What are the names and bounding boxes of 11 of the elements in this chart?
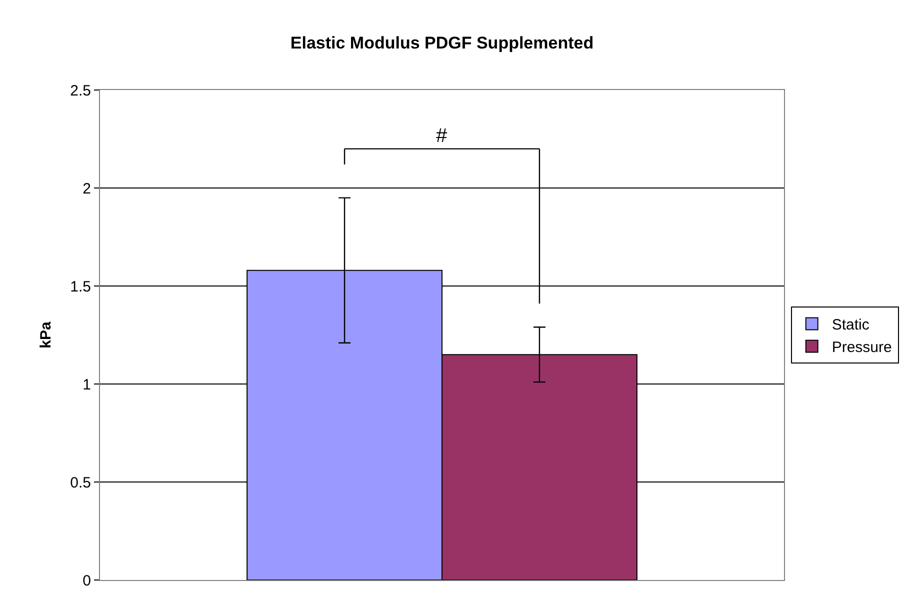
y-tick-label: 2 — [82, 180, 91, 198]
y-axis-title: kPa — [37, 321, 54, 348]
y-tick-label: 0.5 — [70, 474, 91, 492]
legend-label: Static — [832, 316, 870, 334]
chart-title: Elastic Modulus PDGF Supplemented — [290, 34, 594, 52]
y-tick-label: 2.5 — [70, 82, 91, 100]
y-tick-label: 1 — [82, 376, 91, 394]
legend-label: Pressure — [832, 339, 892, 356]
y-tick-label: 0 — [82, 572, 91, 590]
y-tick-label: 1.5 — [70, 278, 91, 296]
annotation: # — [436, 125, 448, 147]
